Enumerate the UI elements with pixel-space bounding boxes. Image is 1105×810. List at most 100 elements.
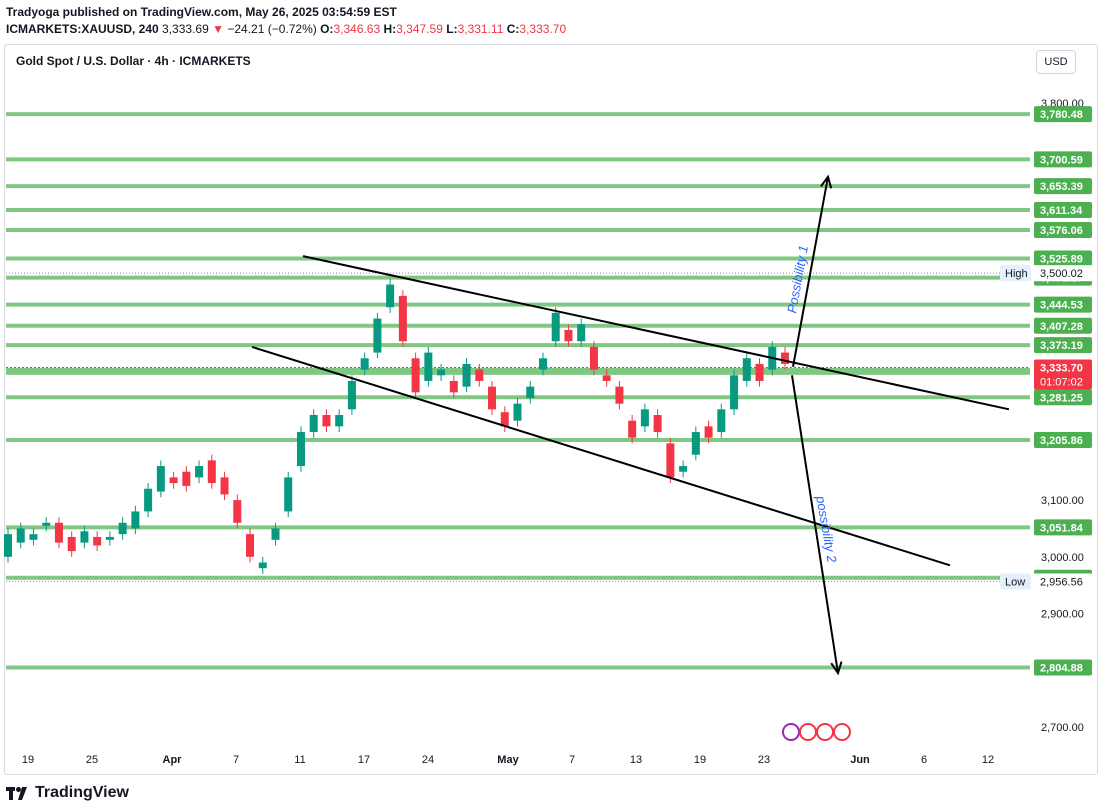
candle[interactable]	[271, 528, 280, 540]
candle[interactable]	[54, 522, 63, 543]
candle[interactable]	[589, 346, 598, 370]
candle[interactable]	[233, 500, 242, 523]
x-tick-label: 7	[569, 754, 575, 766]
x-tick-label: 25	[86, 754, 98, 766]
candle[interactable]	[551, 312, 560, 342]
change-value: −24.21 (−0.72%)	[227, 22, 317, 36]
candle[interactable]	[730, 375, 739, 410]
candle[interactable]	[144, 488, 153, 512]
candle[interactable]	[742, 358, 751, 381]
candle[interactable]	[564, 329, 573, 342]
candle[interactable]	[717, 409, 726, 433]
candle[interactable]	[373, 318, 382, 353]
candle[interactable]	[615, 386, 624, 404]
candle[interactable]	[691, 432, 700, 455]
candle[interactable]	[462, 363, 471, 387]
symbol-label: ICMARKETS:XAUUSD, 240	[6, 22, 159, 36]
tradingview-footer[interactable]: TradingView	[6, 782, 129, 804]
candle[interactable]	[704, 426, 713, 438]
high-value-label: 3,500.02	[1040, 268, 1083, 280]
x-tick-label: 17	[358, 754, 370, 766]
candle[interactable]	[513, 403, 522, 421]
candle[interactable]	[67, 536, 76, 552]
candle[interactable]	[577, 324, 586, 342]
us-flag-event-icon[interactable]	[816, 723, 834, 741]
candle[interactable]	[182, 471, 191, 486]
bar-countdown-label: 01:07:02	[1040, 377, 1083, 389]
currency-button[interactable]: USD	[1036, 50, 1076, 74]
open-label: O:	[320, 22, 334, 36]
chart-frame	[4, 44, 1098, 775]
candle[interactable]	[628, 420, 637, 438]
high-tag-label: High	[1005, 268, 1028, 280]
candle[interactable]	[296, 432, 305, 467]
candle[interactable]	[16, 528, 25, 543]
projection-arrow-1[interactable]	[792, 176, 829, 367]
candle[interactable]	[169, 477, 178, 484]
candle[interactable]	[666, 443, 675, 478]
candle[interactable]	[118, 522, 127, 535]
candle[interactable]	[538, 358, 547, 370]
candle[interactable]	[80, 531, 89, 543]
candle[interactable]	[411, 358, 420, 393]
x-tick-label: 6	[921, 754, 927, 766]
candle[interactable]	[398, 295, 407, 342]
candle[interactable]	[449, 380, 458, 393]
candle[interactable]	[781, 352, 789, 364]
candle[interactable]	[755, 363, 764, 381]
candle[interactable]	[258, 562, 267, 569]
candle[interactable]	[284, 477, 293, 512]
last-price-box	[1034, 359, 1092, 390]
candle[interactable]	[386, 284, 395, 308]
level-price-label: 3,653.39	[1040, 181, 1083, 193]
candle[interactable]	[653, 415, 662, 433]
projection-arrow-2[interactable]	[791, 375, 839, 674]
us-flag-event-icon[interactable]	[833, 723, 851, 741]
lightning-event-icon[interactable]	[782, 723, 800, 741]
candle[interactable]	[220, 477, 229, 495]
candle[interactable]	[526, 386, 535, 398]
candle[interactable]	[335, 415, 344, 427]
candle[interactable]	[500, 412, 509, 427]
candle[interactable]	[640, 409, 649, 427]
y-tick-label: 3,000.00	[1041, 552, 1084, 564]
publisher-text: Tradyoga published on TradingView.com, M…	[6, 5, 397, 19]
candle[interactable]	[195, 466, 204, 478]
level-price-label: 3,281.25	[1040, 392, 1083, 404]
candle[interactable]	[156, 466, 165, 492]
candle[interactable]	[131, 511, 140, 529]
candle[interactable]	[347, 380, 356, 410]
level-price-label-box	[1034, 222, 1092, 239]
candle[interactable]	[475, 369, 484, 381]
x-tick-label: 7	[233, 754, 239, 766]
candle[interactable]	[93, 536, 102, 546]
candle[interactable]	[360, 358, 369, 370]
level-price-label-box	[1034, 151, 1092, 168]
x-tick-label: May	[497, 754, 519, 766]
x-tick-label: Jun	[850, 754, 870, 766]
candle[interactable]	[602, 375, 611, 381]
candle[interactable]	[29, 534, 38, 540]
chart-title: Gold Spot / U.S. Dollar · 4h · ICMARKETS	[16, 54, 251, 68]
candle[interactable]	[679, 466, 688, 472]
candle[interactable]	[488, 386, 497, 410]
lower-channel-line[interactable]	[251, 345, 951, 567]
x-tick-label: 19	[22, 754, 34, 766]
x-tick-label: 24	[422, 754, 434, 766]
candle[interactable]	[4, 534, 12, 557]
candle[interactable]	[322, 415, 331, 427]
level-price-label-box	[1034, 106, 1092, 123]
candle[interactable]	[207, 460, 216, 484]
candle[interactable]	[437, 369, 446, 376]
candle[interactable]	[42, 522, 51, 526]
level-price-label-box	[1034, 337, 1092, 354]
x-tick-label: 12	[982, 754, 994, 766]
upper-channel-line[interactable]	[302, 255, 1010, 411]
us-flag-event-icon[interactable]	[799, 723, 817, 741]
candle[interactable]	[105, 536, 114, 540]
candle[interactable]	[246, 534, 255, 557]
economic-events-icons[interactable]	[782, 723, 851, 741]
candle[interactable]	[309, 415, 318, 433]
candle[interactable]	[424, 352, 433, 381]
